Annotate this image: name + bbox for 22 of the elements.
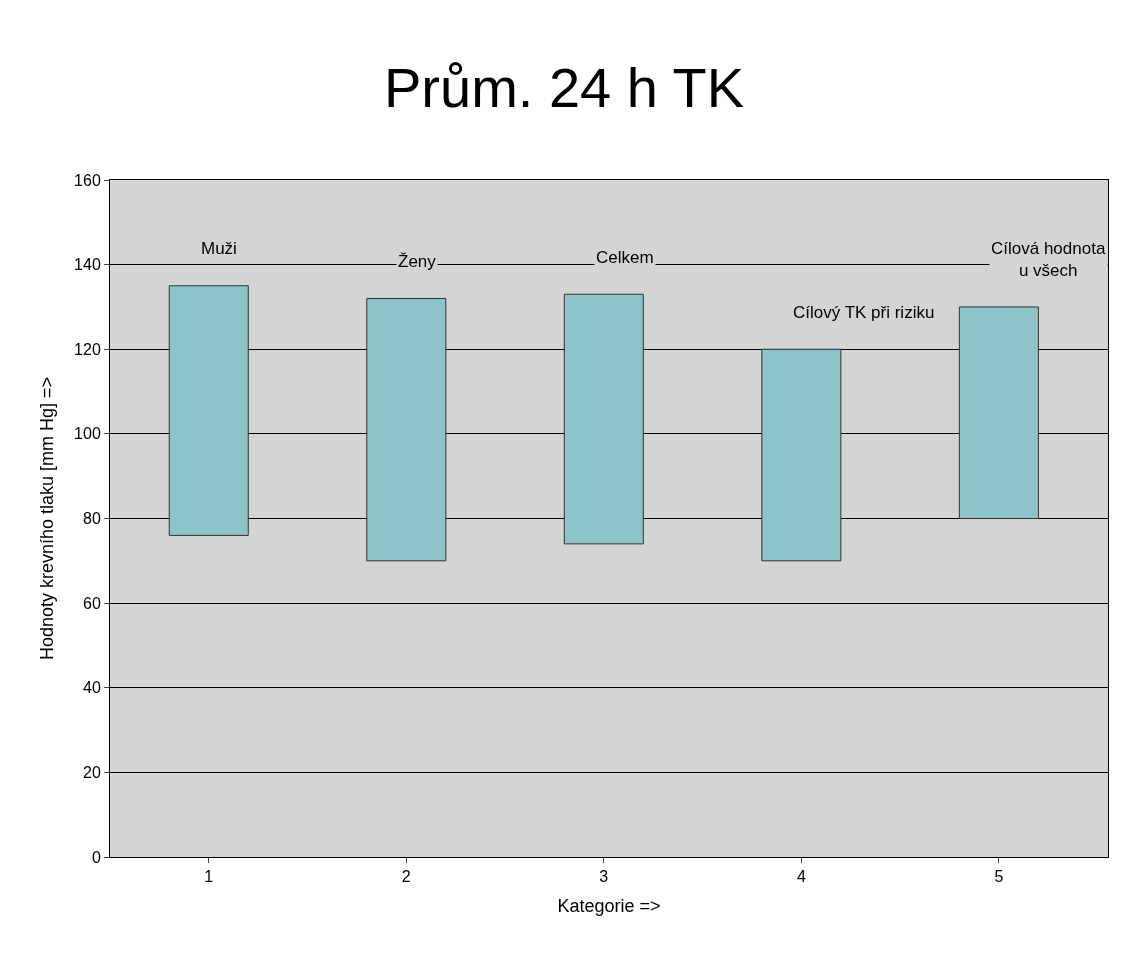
y-tick-label: 20 — [83, 763, 101, 781]
x-tick-label: 5 — [994, 868, 1004, 886]
y-axis-title: Hodnoty krevního tlaku [mm Hg] => — [37, 376, 58, 661]
y-tick-label: 140 — [74, 256, 101, 274]
series-label: Ženy — [398, 252, 437, 271]
series-label: Cílová hodnota u všech — [991, 239, 1106, 281]
y-tick-label: 80 — [83, 510, 101, 528]
y-tick-label: 100 — [74, 425, 101, 443]
y-tick-label: 120 — [74, 340, 101, 358]
x-tick-label: 2 — [401, 868, 411, 886]
series-label: Muži — [201, 239, 237, 258]
series-label: Cílový TK při riziku — [793, 303, 935, 322]
series-label: Celkem — [596, 248, 654, 267]
y-tick-label: 160 — [74, 171, 101, 189]
chart-title: Prům. 24 h TK — [383, 55, 745, 119]
x-axis-title: Kategorie => — [557, 896, 661, 917]
y-tick-label: 40 — [83, 679, 101, 697]
x-tick-label: 1 — [204, 868, 214, 886]
x-tick-label: 3 — [599, 868, 609, 886]
y-tick-label: 0 — [91, 848, 101, 866]
x-tick-label: 4 — [796, 868, 806, 886]
y-tick-label: 60 — [83, 594, 101, 612]
